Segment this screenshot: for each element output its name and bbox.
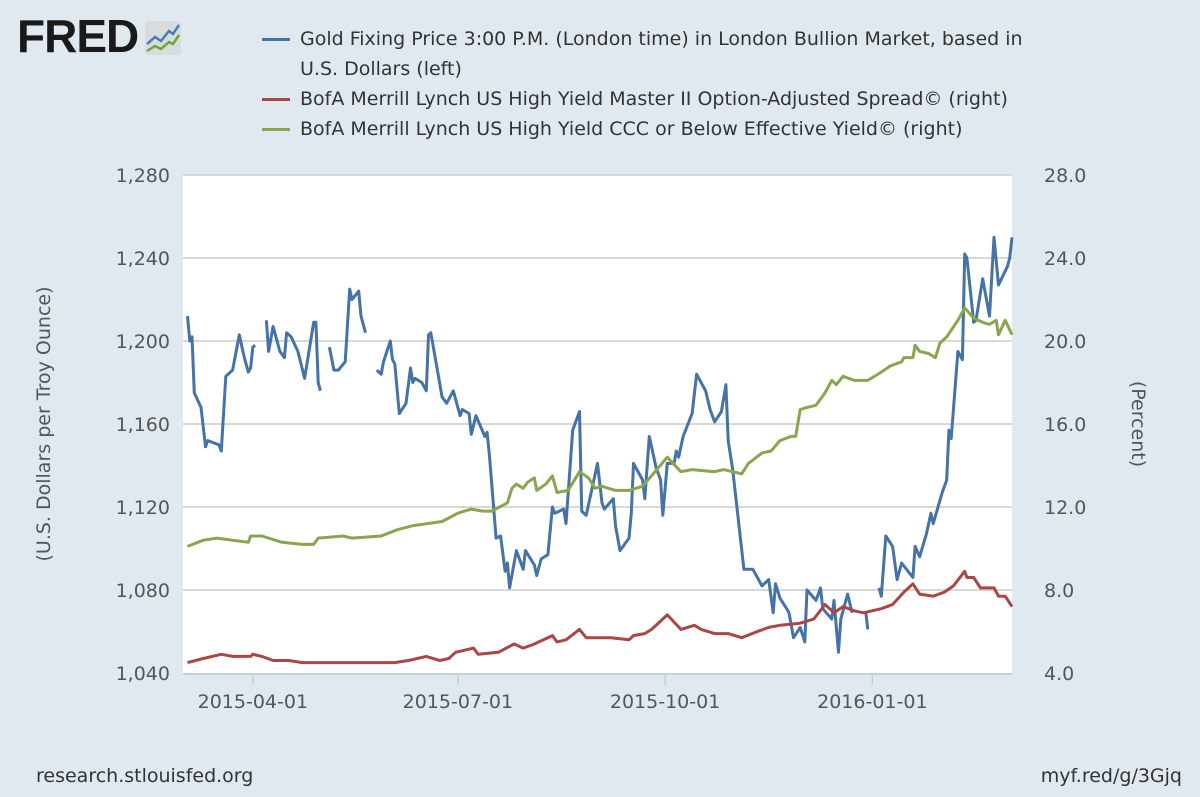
- right-tick-label: 12.0: [1044, 497, 1086, 519]
- left-tick-label: 1,160: [116, 414, 170, 436]
- left-tick-label: 1,120: [116, 497, 170, 519]
- right-tick-label: 8.0: [1044, 580, 1074, 602]
- gold-price-line-segment: [264, 320, 322, 392]
- legend-swatch-gold: [262, 38, 290, 41]
- hy-spread-line-segment: [187, 569, 1014, 665]
- left-tick-label: 1,280: [116, 165, 170, 187]
- gold-price-line-segment: [375, 331, 854, 654]
- right-tick-label: 20.0: [1044, 331, 1086, 353]
- right-tick-label: 4.0: [1044, 663, 1074, 685]
- legend-label-ccc: BofA Merrill Lynch US High Yield CCC or …: [300, 118, 963, 140]
- gold-price-line-segment: [186, 315, 257, 453]
- logo-text: FRED: [17, 10, 139, 62]
- left-axis-label: (U.S. Dollars per Troy Ounce): [33, 286, 55, 561]
- x-tick-label: 2015-07-01: [403, 691, 513, 713]
- short-link[interactable]: myf.red/g/3Gjq: [1040, 765, 1182, 787]
- fred-logo[interactable]: FRED: [17, 10, 182, 62]
- gold-price-line-segment: [877, 235, 1014, 598]
- hy-spread-line: [187, 569, 1014, 665]
- legend-item-ccc[interactable]: BofA Merrill Lynch US High Yield CCC or …: [262, 114, 1162, 144]
- x-tick-label: 2015-10-01: [610, 691, 720, 713]
- legend-swatch-ccc: [262, 128, 290, 131]
- legend-item-gold[interactable]: Gold Fixing Price 3:00 P.M. (London time…: [262, 24, 1162, 84]
- gold-price-line-segment: [864, 610, 870, 630]
- ccc-yield-line-segment: [186, 306, 1014, 548]
- chart-legend: Gold Fixing Price 3:00 P.M. (London time…: [262, 24, 1162, 144]
- legend-line: U.S. Dollars (left): [300, 58, 462, 80]
- right-tick-label: 28.0: [1044, 165, 1086, 187]
- x-tick-label: 2015-04-01: [198, 691, 308, 713]
- legend-label-gold: Gold Fixing Price 3:00 P.M. (London time…: [300, 24, 1023, 84]
- left-tick-label: 1,200: [116, 331, 170, 353]
- x-tick-label: 2016-01-01: [817, 691, 927, 713]
- legend-label-spread: BofA Merrill Lynch US High Yield Master …: [300, 88, 1008, 110]
- ccc-yield-line: [186, 306, 1014, 548]
- legend-swatch-spread: [262, 98, 290, 101]
- gold-price-line: [186, 235, 1014, 654]
- legend-item-spread[interactable]: BofA Merrill Lynch US High Yield Master …: [262, 84, 1162, 114]
- gold-price-line-segment: [327, 287, 367, 372]
- left-tick-label: 1,240: [116, 248, 170, 270]
- source-link[interactable]: research.stlouisfed.org: [36, 765, 254, 787]
- left-tick-label: 1,040: [116, 663, 170, 685]
- right-axis-label: (Percent): [1127, 381, 1149, 467]
- right-tick-label: 16.0: [1044, 414, 1086, 436]
- line-chart-icon: [145, 21, 182, 55]
- legend-line: Gold Fixing Price 3:00 P.M. (London time…: [300, 28, 1023, 50]
- right-tick-label: 24.0: [1044, 248, 1086, 270]
- left-tick-label: 1,080: [116, 580, 170, 602]
